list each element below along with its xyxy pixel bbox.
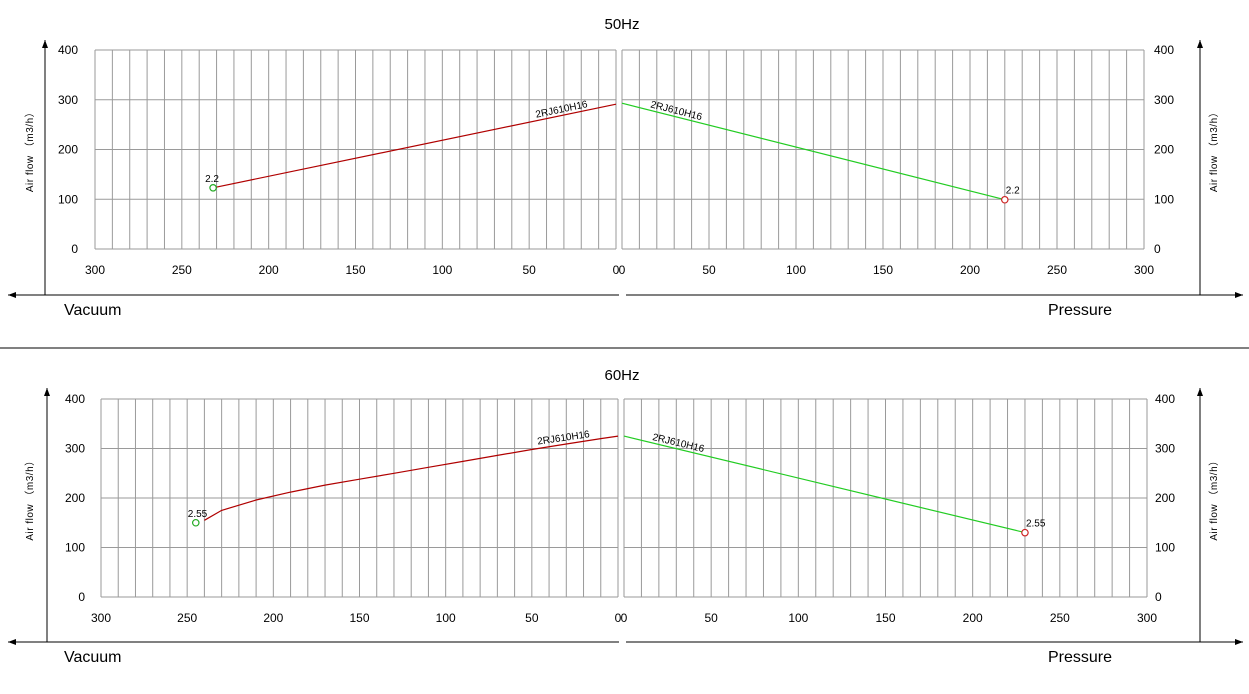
y-tick-label-right: 200	[1154, 143, 1174, 157]
x-tick-label: 250	[172, 263, 192, 277]
chart-1: 60Hz 300 250 200 150 100 50 0 2RJ610H16 2.55 0 50 10…	[8, 367, 1243, 666]
pressure-panel: 0 50 100 150 200 250 300 2RJ610H16 2.55	[621, 398, 1157, 625]
x-tick-label: 50	[702, 263, 716, 277]
end-point-label: 2.55	[188, 509, 208, 520]
x-tick-label: 300	[91, 611, 111, 625]
end-point-label: 2.2	[1006, 186, 1020, 197]
end-point-label: 2.2	[205, 174, 219, 185]
series-line-vacuum	[204, 435, 619, 521]
y-tick-label-left: 400	[65, 392, 85, 406]
x-tick-label: 50	[525, 611, 539, 625]
x-tick-label: 0	[613, 263, 620, 277]
x-tick-label: 150	[345, 263, 365, 277]
series-line-vacuum	[212, 103, 617, 189]
x-tick-label: 300	[85, 263, 105, 277]
y-axis-arrowhead	[44, 388, 50, 396]
series-name-label: 2RJ610H16	[649, 100, 703, 124]
x-tick-label: 0	[615, 611, 622, 625]
y-tick-label-right: 100	[1155, 541, 1175, 555]
y-tick-label-left: 200	[58, 143, 78, 157]
y-tick-label-left: 100	[58, 192, 78, 206]
x-tick-label: 200	[960, 263, 980, 277]
y-axis-title-left: Air flow （m3/h）	[24, 455, 36, 540]
y-axis-title-left: Air flow （m3/h）	[24, 107, 36, 192]
x-tick-label: 250	[1047, 263, 1067, 277]
y-axis-arrowhead	[1197, 40, 1203, 48]
x-tick-label: 150	[873, 263, 893, 277]
chart-title: 50Hz	[604, 16, 639, 33]
series-line-pressure	[623, 435, 1026, 534]
end-point-marker	[1021, 528, 1029, 537]
x-tick-label: 100	[432, 263, 452, 277]
y-tick-label-left: 400	[58, 43, 78, 57]
end-point-marker	[191, 518, 200, 527]
chart-0: 50Hz 300 250 200 150 100 50 0 2RJ610H16 2.2 0 50 100…	[8, 16, 1243, 319]
x-axis-arrowhead-left	[8, 639, 16, 645]
y-tick-label-right: 300	[1155, 442, 1175, 456]
y-tick-label-right: 100	[1154, 192, 1174, 206]
y-axis-arrowhead	[42, 40, 48, 48]
x-tick-label: 100	[786, 263, 806, 277]
end-point-marker	[209, 184, 217, 192]
y-tick-label-right: 0	[1155, 590, 1162, 604]
y-axis-title-right: Air flow （m3/h）	[1208, 455, 1220, 540]
y-axis-title-right: Air flow （m3/h）	[1208, 107, 1220, 192]
y-axis-arrowhead	[1197, 388, 1203, 396]
y-tick-label-left: 0	[78, 590, 85, 604]
x-tick-label: 250	[1050, 611, 1070, 625]
series-name-label: 2RJ610H16	[651, 432, 705, 455]
vacuum-label: Vacuum	[64, 302, 122, 319]
x-tick-label: 50	[704, 611, 718, 625]
pressure-label: Pressure	[1048, 302, 1112, 319]
y-tick-label-left: 300	[65, 442, 85, 456]
y-tick-label-left: 0	[71, 242, 78, 256]
y-tick-label-right: 300	[1154, 93, 1174, 107]
x-tick-label: 200	[963, 611, 983, 625]
y-tick-label-right: 0	[1154, 242, 1161, 256]
end-point-label: 2.55	[1026, 519, 1046, 530]
x-tick-label: 300	[1134, 263, 1154, 277]
x-tick-label: 200	[259, 263, 279, 277]
x-tick-label: 150	[875, 611, 895, 625]
chart-title: 60Hz	[604, 367, 639, 384]
x-axis-arrowhead-right	[1235, 639, 1243, 645]
y-tick-label-right: 400	[1155, 392, 1175, 406]
x-tick-label: 200	[263, 611, 283, 625]
x-tick-label: 300	[1137, 611, 1157, 625]
x-tick-label: 50	[522, 263, 536, 277]
y-tick-label-right: 200	[1155, 491, 1175, 505]
end-point-marker	[1000, 195, 1009, 204]
series-line-pressure	[621, 102, 1005, 201]
x-tick-label: 0	[619, 263, 626, 277]
x-tick-label: 150	[349, 611, 369, 625]
x-tick-label: 0	[621, 611, 628, 625]
y-tick-label-left: 100	[65, 541, 85, 555]
pressure-label: Pressure	[1048, 649, 1112, 666]
pressure-panel: 0 50 100 150 200 250 300 2RJ610H16 2.2	[619, 49, 1154, 277]
x-axis-arrowhead-right	[1235, 292, 1243, 298]
y-tick-label-left: 300	[58, 93, 78, 107]
x-axis-arrowhead-left	[8, 292, 16, 298]
x-tick-label: 100	[436, 611, 456, 625]
vacuum-label: Vacuum	[64, 649, 122, 666]
x-tick-label: 250	[177, 611, 197, 625]
y-tick-label-right: 400	[1154, 43, 1174, 57]
y-tick-label-left: 200	[65, 491, 85, 505]
x-tick-label: 100	[788, 611, 808, 625]
